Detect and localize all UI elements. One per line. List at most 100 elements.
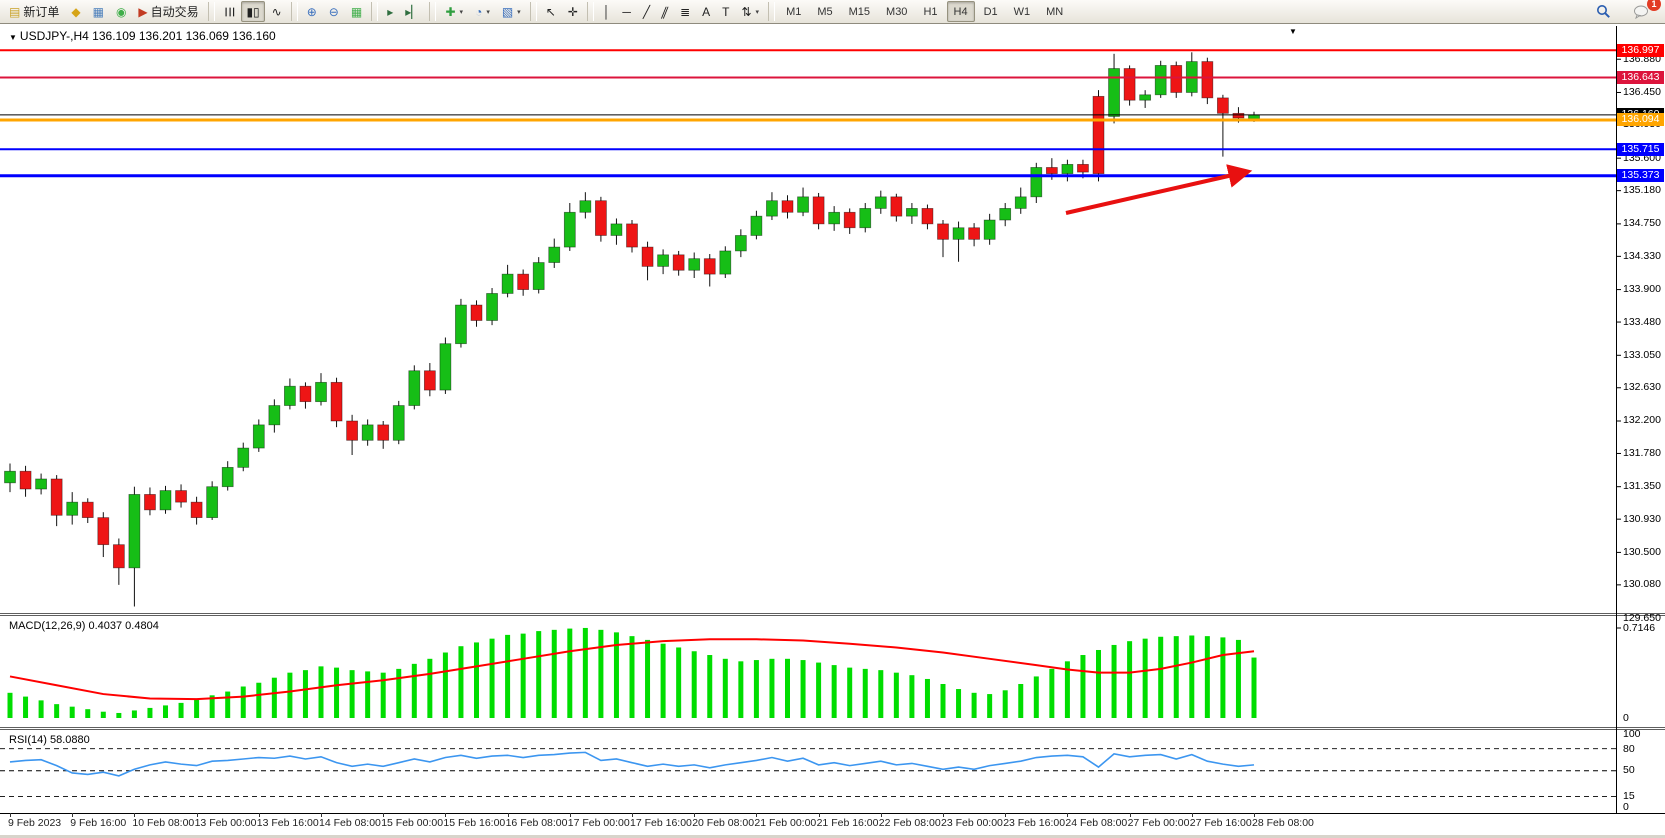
- candlestick-chart-icon: ▮▯: [246, 4, 260, 19]
- price-line-badge: 136.997: [1617, 43, 1664, 57]
- signals-button[interactable]: ◉: [111, 1, 131, 22]
- chart-shift-icon: ▸▏: [405, 4, 421, 19]
- macd-signal-line: [9, 638, 1255, 701]
- timeframe-button-h1[interactable]: H1: [923, 5, 938, 18]
- time-tick: [445, 813, 447, 817]
- dropdown-arrow-icon: ▾: [459, 8, 464, 16]
- text-label-icon: T: [722, 4, 730, 19]
- crosshair-icon: ✛: [567, 4, 578, 19]
- charts-button[interactable]: ◆: [66, 1, 85, 22]
- search-button[interactable]: [1591, 1, 1616, 22]
- tile-windows-button[interactable]: ▦: [346, 1, 367, 22]
- price-line-badge: 136.643: [1617, 71, 1664, 85]
- time-label: 15 Feb 16:00: [443, 817, 506, 829]
- timeframe-button-mn[interactable]: MN: [1046, 5, 1064, 18]
- rsi-level-label: 80: [1623, 743, 1635, 755]
- timeframe-button-m30[interactable]: M30: [886, 5, 908, 18]
- time-label: 17 Feb 16:00: [630, 817, 692, 829]
- time-tick: [507, 813, 509, 817]
- equidistant-channel-button[interactable]: ∥: [657, 1, 673, 22]
- periods-button[interactable]: ◔ ▾: [470, 1, 495, 22]
- chat-icon: [1634, 5, 1648, 19]
- new-chart-icon: ✚: [445, 4, 456, 19]
- pane-separator-rsi[interactable]: [0, 727, 1665, 730]
- vertical-line-button[interactable]: │: [598, 1, 616, 22]
- time-label: 9 Feb 2023: [8, 817, 62, 829]
- chart-shift-marker-icon[interactable]: ▼: [1289, 27, 1297, 36]
- price-tick-label: 134.750: [1623, 217, 1661, 230]
- vertical-line-icon: │: [602, 4, 611, 19]
- notifications-button[interactable]: 1: [1628, 0, 1661, 22]
- dropdown-arrow-icon: ▾: [517, 8, 521, 16]
- pane-separator-macd[interactable]: [0, 613, 1665, 616]
- auto-scroll-icon: ▸: [387, 4, 394, 19]
- time-label: 28 Feb 08:00: [1252, 817, 1314, 829]
- arrows-icon: ⇅: [741, 4, 752, 19]
- time-tick: [1129, 813, 1131, 817]
- time-tick: [1191, 813, 1193, 817]
- crosshair-button[interactable]: ✛: [563, 1, 583, 22]
- rsi-pane[interactable]: [0, 730, 1665, 813]
- macd-pane[interactable]: [0, 616, 1665, 727]
- main-chart-pane[interactable]: [0, 26, 1665, 613]
- time-tick: [321, 813, 322, 817]
- price-axis-line: [1616, 26, 1617, 813]
- time-label: 15 Feb 00:00: [381, 817, 444, 829]
- price-line-badge: 135.373: [1617, 169, 1664, 183]
- time-label: 21 Feb 16:00: [816, 817, 879, 829]
- time-tick: [818, 813, 820, 817]
- time-tick: [694, 813, 696, 817]
- timeframe-button-w1[interactable]: W1: [1013, 5, 1031, 18]
- price-line-badge: 136.094: [1617, 113, 1664, 127]
- cursor-button[interactable]: ↖: [541, 1, 561, 22]
- price-tick-label: 133.480: [1623, 315, 1661, 328]
- chart-shift-button[interactable]: ▸▏: [400, 1, 425, 22]
- price-tick-label: 135.180: [1623, 184, 1661, 197]
- horizontal-line-button[interactable]: ─: [617, 1, 636, 22]
- timeframe-button-m15[interactable]: M15: [848, 5, 871, 18]
- text-label-button[interactable]: T: [717, 1, 734, 22]
- candlestick-chart-button[interactable]: ▮▯: [241, 1, 265, 22]
- cursor-icon: ↖: [545, 4, 556, 19]
- rsi-level-label: 15: [1623, 790, 1635, 802]
- trend-arrow-annotation: [1065, 164, 1253, 215]
- timeframe-button-m5[interactable]: M5: [817, 5, 833, 18]
- zoom-out-button[interactable]: ⊖: [324, 1, 344, 22]
- time-label: 23 Feb 00:00: [941, 817, 1003, 829]
- time-label: 14 Feb 08:00: [319, 817, 381, 829]
- toolbar-right: 1: [1590, 0, 1661, 22]
- signals-icon: ◉: [115, 4, 127, 19]
- auto-scroll-button[interactable]: ▸: [382, 1, 398, 22]
- line-chart-button[interactable]: ∿: [267, 1, 287, 22]
- toolbar-separator: [429, 2, 437, 21]
- toolbar-separator: [768, 2, 776, 21]
- symbol-ohlc-line[interactable]: ▼ USDJPY-,H4 136.109 136.201 136.069 136.…: [9, 29, 276, 43]
- fibonacci-button[interactable]: ≣: [675, 1, 695, 22]
- time-tick: [1067, 813, 1069, 817]
- zoom-in-button[interactable]: ⊕: [302, 1, 322, 22]
- bar-chart-button[interactable]: ☰: [219, 1, 240, 22]
- market-watch-button[interactable]: ▦: [88, 1, 109, 22]
- trendline-button[interactable]: ╱: [638, 1, 655, 22]
- time-tick: [10, 813, 11, 817]
- arrows-button[interactable]: ⇅ ▾: [736, 1, 764, 22]
- zoom-in-icon: ⊕: [306, 4, 317, 19]
- market-watch-icon: ▦: [92, 4, 104, 19]
- time-label: 13 Feb 16:00: [256, 817, 319, 829]
- rsi-level-label: 0: [1623, 801, 1629, 813]
- text-button[interactable]: A: [697, 1, 715, 22]
- time-label: 24 Feb 08:00: [1065, 817, 1128, 829]
- toolbar-separator: [207, 2, 215, 21]
- timeframe-button-d1[interactable]: D1: [983, 5, 998, 18]
- time-tick: [258, 813, 260, 817]
- price-tick-label: 133.050: [1623, 348, 1661, 361]
- templates-button[interactable]: ▧ ▾: [497, 1, 526, 22]
- new-order-button[interactable]: ▤ 新订单: [4, 1, 64, 22]
- text-icon: A: [702, 4, 711, 19]
- toolbar-separator: [529, 2, 537, 21]
- time-tick: [383, 813, 385, 817]
- auto-trading-button[interactable]: ▶ 自动交易: [133, 1, 203, 22]
- new-chart-button[interactable]: ✚ ▾: [440, 1, 468, 22]
- timeframe-button-h4[interactable]: H4: [946, 1, 975, 22]
- timeframe-button-m1[interactable]: M1: [786, 5, 802, 18]
